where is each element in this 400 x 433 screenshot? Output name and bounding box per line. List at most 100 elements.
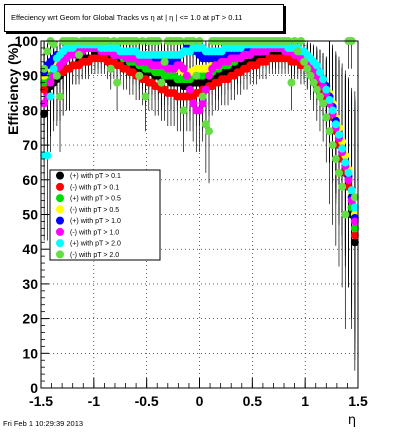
data-point [312, 61, 321, 70]
legend-marker [56, 182, 64, 191]
x-tick-label: -0.5 [135, 393, 159, 409]
data-point [338, 144, 347, 153]
y-tick-label: 70 [22, 137, 38, 153]
x-tick-label: 0 [196, 393, 204, 409]
axes: 0 10 20 30 40 50 60 70 80 90 100 -1.5 -1 -0.5 0 0.5 1 1.5 [15, 33, 368, 409]
legend-marker [56, 194, 64, 203]
data-point [325, 95, 334, 104]
y-tick-label: 100 [15, 33, 39, 49]
data-point [40, 109, 49, 118]
data-point [49, 40, 58, 49]
data-point [113, 78, 122, 87]
y-tick-label: 80 [22, 102, 38, 118]
data-point [328, 141, 337, 150]
data-point [52, 71, 61, 80]
data-point [46, 78, 55, 87]
data-point [350, 231, 359, 240]
data-point [319, 99, 328, 108]
data-point [201, 120, 210, 129]
data-point [341, 158, 350, 167]
data-point [56, 92, 65, 101]
data-point [328, 106, 337, 115]
data-point [49, 64, 58, 73]
legend-marker [56, 227, 64, 236]
data-point [309, 78, 318, 87]
y-tick-label: 60 [22, 172, 38, 188]
data-point [106, 64, 115, 73]
data-point [205, 127, 214, 136]
data-point [43, 151, 52, 160]
data-point [141, 92, 150, 101]
data-point [192, 71, 201, 80]
y-tick-label: 0 [30, 380, 38, 396]
y-tick-label: 20 [22, 311, 38, 327]
legend-label: (+) with pT > 1.0 [70, 218, 121, 225]
data-point [334, 168, 343, 177]
legend-label: (-) with pT > 0.5 [70, 207, 119, 214]
data-point [334, 130, 343, 139]
data-point [201, 85, 210, 94]
legend-label: (+) with pT > 0.1 [70, 173, 121, 180]
data-point [43, 47, 52, 56]
y-tick-label: 90 [22, 68, 38, 84]
data-point [350, 238, 359, 247]
legend-marker [56, 239, 64, 248]
data-point [350, 224, 359, 233]
y-tick-label: 10 [22, 345, 38, 361]
data-point [182, 71, 191, 80]
data-point [46, 92, 55, 101]
x-axis-label: η [348, 413, 356, 428]
data-point [322, 113, 331, 122]
data-point [341, 210, 350, 219]
data-point [331, 120, 340, 129]
markers [40, 37, 359, 247]
data-point [331, 154, 340, 163]
y-tick-label: 40 [22, 241, 38, 257]
data-point [303, 64, 312, 73]
data-point [350, 217, 359, 226]
data-point [350, 203, 359, 212]
x-tick-label: -1.5 [29, 393, 53, 409]
data-point [75, 50, 84, 59]
legend-label: (+) with pT > 0.5 [70, 196, 121, 203]
x-tick-label: -1 [88, 393, 101, 409]
data-point [198, 99, 207, 108]
data-point [319, 75, 328, 84]
data-point [293, 47, 302, 56]
x-tick-label: 0.5 [243, 393, 263, 409]
data-point [135, 71, 144, 80]
data-point [195, 106, 204, 115]
data-point [185, 85, 194, 94]
legend-box [49, 169, 161, 261]
legend-marker [56, 250, 64, 259]
legend-label: (-) with pT > 1.0 [70, 229, 119, 236]
data-point [189, 99, 198, 108]
legend-label: (-) with pT > 0.1 [70, 184, 119, 191]
data-point [347, 186, 356, 195]
data-point [325, 127, 334, 136]
data-point [312, 85, 321, 94]
legend-label: (+) with pT > 2.0 [70, 241, 121, 248]
chart-title-box: Effeciency wrt Geom for Global Tracks vs… [4, 4, 284, 32]
data-point [322, 85, 331, 94]
data-point [179, 106, 188, 115]
legend-label: (-) with pT > 2.0 [70, 252, 119, 259]
data-point [287, 78, 296, 87]
data-point [350, 193, 359, 202]
legend-marker [56, 205, 64, 214]
data-point [315, 68, 324, 77]
data-point [205, 71, 214, 80]
x-tick-label: 1 [301, 393, 309, 409]
data-point [338, 182, 347, 191]
data-point [179, 64, 188, 73]
y-tick-label: 30 [22, 276, 38, 292]
legend-marker [56, 216, 64, 225]
legend: (+) with pT > 0.1 (-) with pT > 0.1 (+) wi… [49, 169, 161, 261]
y-tick-label: 50 [22, 207, 38, 223]
data-point [160, 57, 169, 66]
data-point [344, 168, 353, 177]
x-tick-label: 1.5 [348, 393, 368, 409]
data-point [344, 175, 353, 184]
chart-title: Effeciency wrt Geom for Global Tracks vs… [11, 13, 243, 22]
